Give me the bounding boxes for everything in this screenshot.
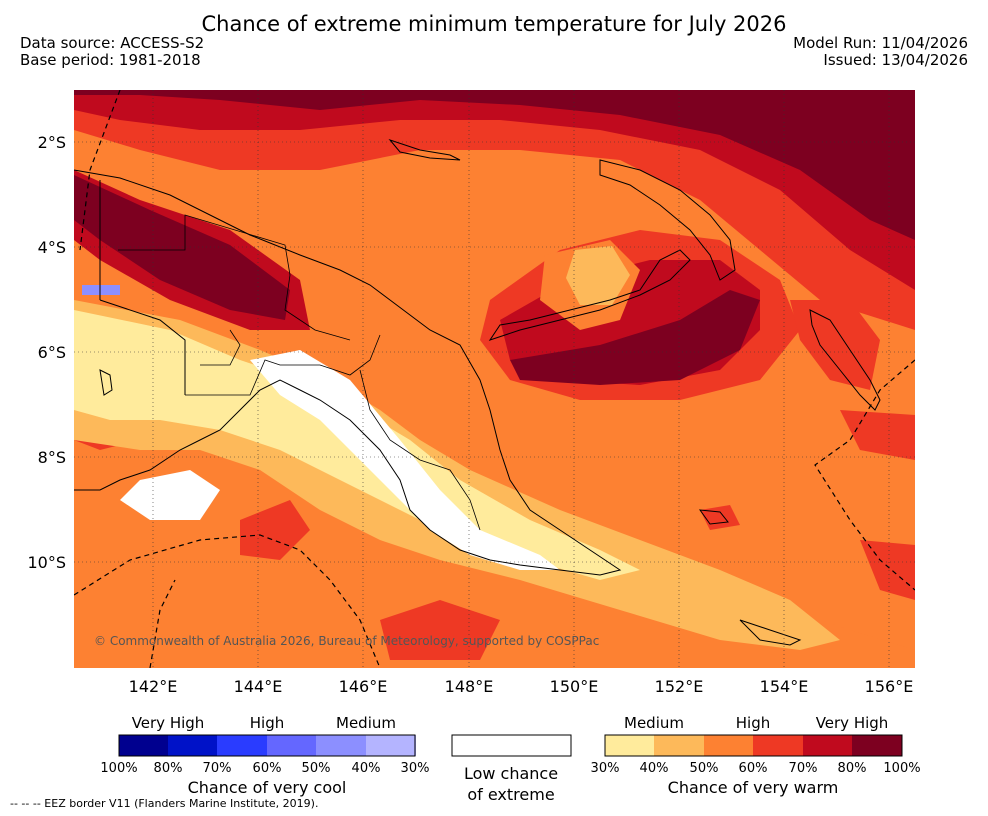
lat-label: 10°S	[27, 553, 66, 572]
lat-label: 2°S	[38, 133, 66, 152]
cool-tick: 30%	[401, 761, 430, 776]
cool-swatch	[168, 735, 218, 756]
cool-tick: 60%	[253, 761, 282, 776]
cool-tick: 100%	[100, 761, 137, 776]
warm-colorbar: Medium High Very High 30% 40% 50% 60% 70…	[591, 714, 921, 797]
copyright-notice: © Commonwealth of Australia 2026, Bureau…	[94, 634, 599, 648]
lat-label: 8°S	[38, 448, 66, 467]
cool-tick: 70%	[203, 761, 232, 776]
neutral-legend: Low chance of extreme	[451, 734, 572, 804]
warm-swatch	[803, 735, 853, 756]
lon-label: 142°E	[129, 677, 178, 696]
warm-tick: 70%	[789, 761, 818, 776]
neutral-swatch	[451, 734, 572, 757]
cool-caption: Chance of very cool	[188, 778, 347, 797]
base-period: Base period: 1981-2018	[20, 51, 201, 69]
lon-label: 150°E	[550, 677, 599, 696]
warm-tick: 50%	[690, 761, 719, 776]
cool-tick: 50%	[302, 761, 331, 776]
warm-swatch	[654, 735, 704, 756]
cool-swatch	[316, 735, 366, 756]
cool-colorbar: Very High High Medium 100% 80% 70% 60% 5…	[100, 714, 429, 797]
probability-field	[74, 90, 915, 668]
meta-right: Model Run: 11/04/2026 Issued: 13/04/2026	[793, 35, 968, 69]
province-boundaries	[118, 214, 481, 531]
cool-swatch	[217, 735, 267, 756]
warm-swatch	[704, 735, 754, 756]
graticule	[74, 90, 915, 668]
warm-caption: Chance of very warm	[668, 778, 839, 797]
lon-label: 156°E	[865, 677, 914, 696]
model-run: Model Run: 11/04/2026	[793, 34, 968, 52]
issued-date: Issued: 13/04/2026	[823, 51, 968, 69]
warm-tick: 100%	[883, 761, 920, 776]
cool-swatch	[119, 735, 169, 756]
warm-heading: Medium	[624, 714, 684, 732]
meta-left: Data source: ACCESS-S2 Base period: 1981…	[20, 35, 204, 69]
neutral-caption-line2: of extreme	[467, 785, 554, 804]
warm-swatch	[605, 735, 655, 756]
cool-swatch	[267, 735, 317, 756]
warm-heading: High	[736, 714, 770, 732]
lon-label: 144°E	[234, 677, 283, 696]
longitude-labels: 142°E 144°E 146°E 148°E 150°E 152°E 154°…	[129, 677, 914, 696]
lat-label: 4°S	[38, 238, 66, 257]
lon-label: 146°E	[339, 677, 388, 696]
lat-label: 6°S	[38, 343, 66, 362]
warm-swatch	[753, 735, 803, 756]
cool-tick: 80%	[154, 761, 183, 776]
warm-heading: Very High	[816, 714, 889, 732]
cool-tick: 40%	[352, 761, 381, 776]
cool-heading: Medium	[336, 714, 396, 732]
lon-label: 154°E	[760, 677, 809, 696]
warm-tick: 30%	[591, 761, 620, 776]
cool-swatch	[366, 735, 416, 756]
latitude-labels: 2°S 4°S 6°S 8°S 10°S	[27, 133, 66, 572]
warm-tick: 80%	[838, 761, 867, 776]
national-border	[99, 180, 186, 395]
map-title: Chance of extreme minimum temperature fo…	[201, 12, 787, 36]
eez-footnote: -- -- -- EEZ border V11 (Flanders Marine…	[10, 797, 319, 810]
eez-borders	[74, 90, 915, 668]
cool-heading: High	[250, 714, 284, 732]
warm-swatch	[852, 735, 902, 756]
cool-heading: Very High	[132, 714, 205, 732]
neutral-caption-line1: Low chance	[464, 764, 558, 783]
lon-label: 148°E	[445, 677, 494, 696]
warm-tick: 40%	[640, 761, 669, 776]
data-source: Data source: ACCESS-S2	[20, 34, 205, 52]
coastlines	[74, 138, 881, 646]
lon-label: 152°E	[655, 677, 704, 696]
warm-tick: 60%	[739, 761, 768, 776]
